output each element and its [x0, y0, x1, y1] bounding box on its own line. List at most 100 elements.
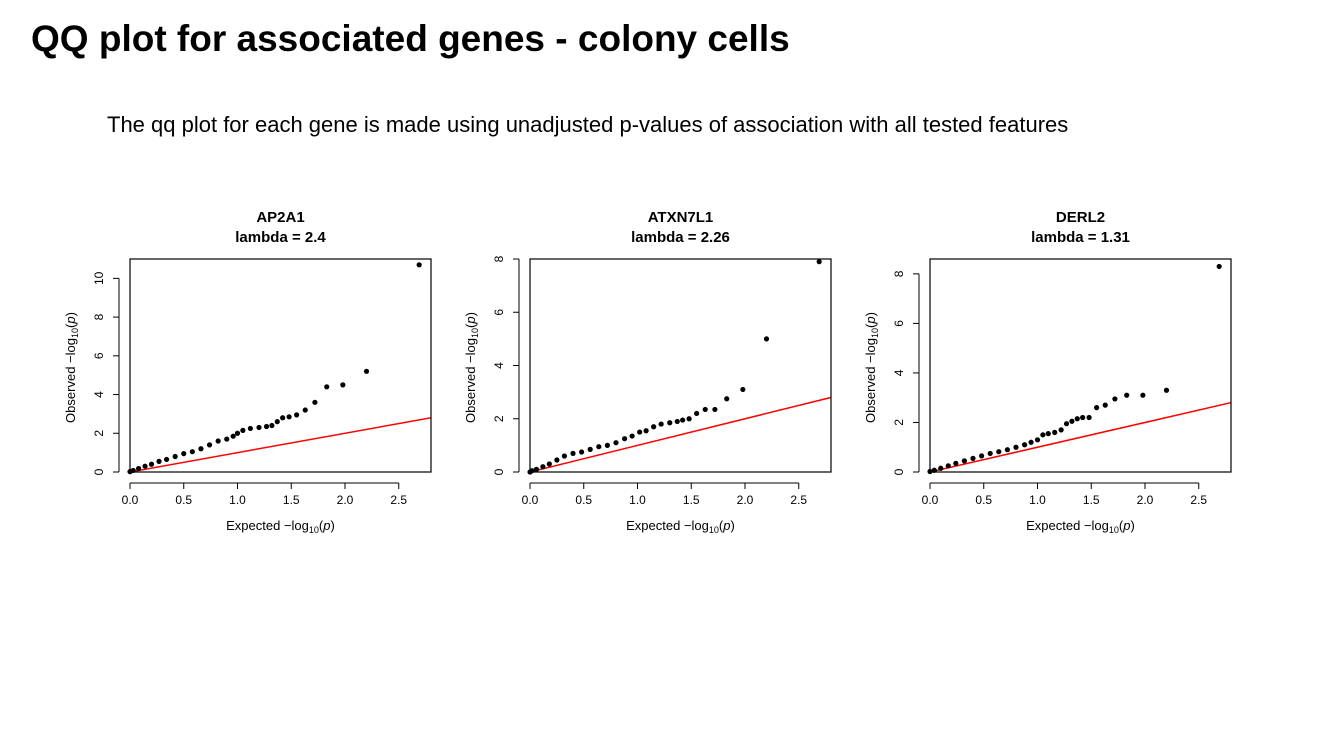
- y-tick-label: 6: [492, 309, 506, 316]
- data-point: [570, 450, 576, 456]
- y-axis-title: Observed −log10(p): [863, 312, 880, 423]
- x-tick-label: 0.0: [522, 493, 539, 507]
- data-point: [540, 464, 546, 470]
- data-point: [1140, 392, 1146, 398]
- page-subtitle: The qq plot for each gene is made using …: [107, 112, 1069, 137]
- x-tick-label: 2.5: [390, 493, 407, 507]
- data-point: [1124, 392, 1130, 398]
- y-tick-label: 6: [92, 352, 106, 359]
- y-tick-label: 10: [92, 271, 106, 285]
- data-point: [1028, 439, 1034, 445]
- data-point: [694, 410, 700, 417]
- x-tick-label: 2.0: [1137, 493, 1154, 507]
- y-tick-label: 8: [92, 313, 106, 320]
- x-tick-label: 0.5: [175, 493, 192, 507]
- qq-panel-ap2a1: AP2A1 lambda = 2.4 0.0 0.5 1.0 1.5 2.0 2.5 0 2 4 6 8…: [63, 209, 432, 535]
- data-point: [142, 463, 148, 469]
- data-point: [1216, 263, 1222, 270]
- data-point: [622, 436, 628, 442]
- data-point: [1112, 396, 1118, 402]
- data-point: [230, 433, 236, 439]
- data-point: [816, 259, 822, 265]
- data-point: [953, 460, 959, 466]
- y-tick-label: 2: [892, 419, 906, 426]
- y-axis-title: Observed −log10(p): [63, 312, 80, 423]
- data-point: [996, 449, 1002, 455]
- panel-title-lambda: lambda = 2.26: [631, 229, 730, 246]
- data-point: [763, 336, 770, 342]
- data-point: [533, 466, 540, 472]
- panel-title-lambda: lambda = 1.31: [1031, 229, 1130, 246]
- x-axis-title: Expected −log10(p): [626, 518, 735, 535]
- x-tick-label: 1.5: [283, 493, 300, 507]
- data-point: [667, 420, 673, 426]
- data-point: [181, 451, 187, 457]
- panel-title-lambda: lambda = 2.4: [235, 229, 326, 246]
- data-point: [247, 425, 253, 432]
- y-tick-label: 0: [492, 468, 506, 475]
- data-point: [970, 455, 976, 461]
- qq-panel-atxn7l1: ATXN7L1 lambda = 2.26 0.0 0.5 1.0 1.5 2.0 2.5 0 2…: [463, 209, 832, 535]
- data-point: [302, 407, 308, 413]
- data-point: [1094, 405, 1100, 411]
- plot-frame: [929, 258, 1232, 473]
- data-point: [712, 406, 718, 413]
- data-point: [629, 433, 635, 439]
- data-point: [163, 456, 170, 463]
- y-tick-label: 0: [892, 468, 906, 475]
- x-axis-title: Expected −log10(p): [226, 518, 335, 535]
- data-point: [596, 444, 602, 450]
- data-point: [189, 449, 195, 455]
- data-point: [198, 446, 204, 452]
- y-axis-title: Observed −log10(p): [463, 312, 480, 423]
- y-tick-label: 8: [492, 255, 506, 262]
- y-tick-label: 4: [492, 362, 506, 369]
- data-point: [148, 461, 155, 467]
- data-point: [263, 423, 270, 430]
- data-point: [651, 424, 657, 430]
- data-point: [658, 421, 664, 427]
- data-point: [206, 442, 213, 448]
- data-point: [269, 422, 275, 429]
- plot-frame: [529, 258, 832, 473]
- data-point: [587, 446, 593, 452]
- x-tick-label: 2.0: [737, 493, 754, 507]
- x-tick-label: 2.5: [790, 493, 807, 507]
- x-tick-label: 1.0: [229, 493, 246, 507]
- data-point: [1045, 431, 1051, 437]
- data-point: [724, 396, 730, 402]
- data-point: [312, 399, 318, 405]
- data-point: [637, 429, 643, 435]
- data-point: [613, 440, 619, 446]
- reference-line: [130, 417, 431, 472]
- x-tick-label: 0.5: [575, 493, 592, 507]
- data-point: [294, 412, 300, 418]
- data-point: [979, 453, 985, 459]
- data-point: [604, 442, 611, 448]
- data-point: [702, 406, 708, 413]
- data-point: [643, 428, 649, 434]
- data-point: [945, 463, 951, 469]
- data-point: [686, 416, 692, 422]
- data-point: [286, 414, 292, 420]
- x-tick-label: 0.5: [975, 493, 992, 507]
- data-point: [1069, 418, 1075, 424]
- x-tick-label: 2.5: [1190, 493, 1207, 507]
- x-tick-label: 1.5: [1083, 493, 1100, 507]
- data-point: [1086, 414, 1092, 421]
- data-point: [987, 450, 993, 457]
- data-point: [1052, 429, 1058, 435]
- data-point: [172, 453, 178, 460]
- y-tick-label: 4: [92, 391, 106, 398]
- data-point: [1102, 402, 1108, 408]
- y-tick-label: 4: [892, 369, 906, 376]
- panel-title-gene: DERL2: [1056, 209, 1105, 226]
- data-point: [234, 430, 241, 436]
- data-point: [240, 427, 246, 433]
- reference-line: [530, 396, 831, 472]
- data-point: [363, 368, 370, 374]
- y-tick-label: 2: [92, 430, 106, 437]
- y-tick-label: 2: [492, 415, 506, 422]
- data-point: [215, 438, 221, 444]
